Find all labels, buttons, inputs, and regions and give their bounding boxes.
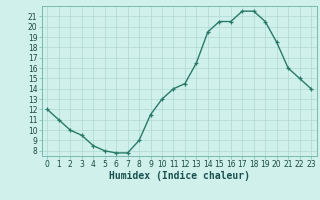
X-axis label: Humidex (Indice chaleur): Humidex (Indice chaleur) [109,171,250,181]
